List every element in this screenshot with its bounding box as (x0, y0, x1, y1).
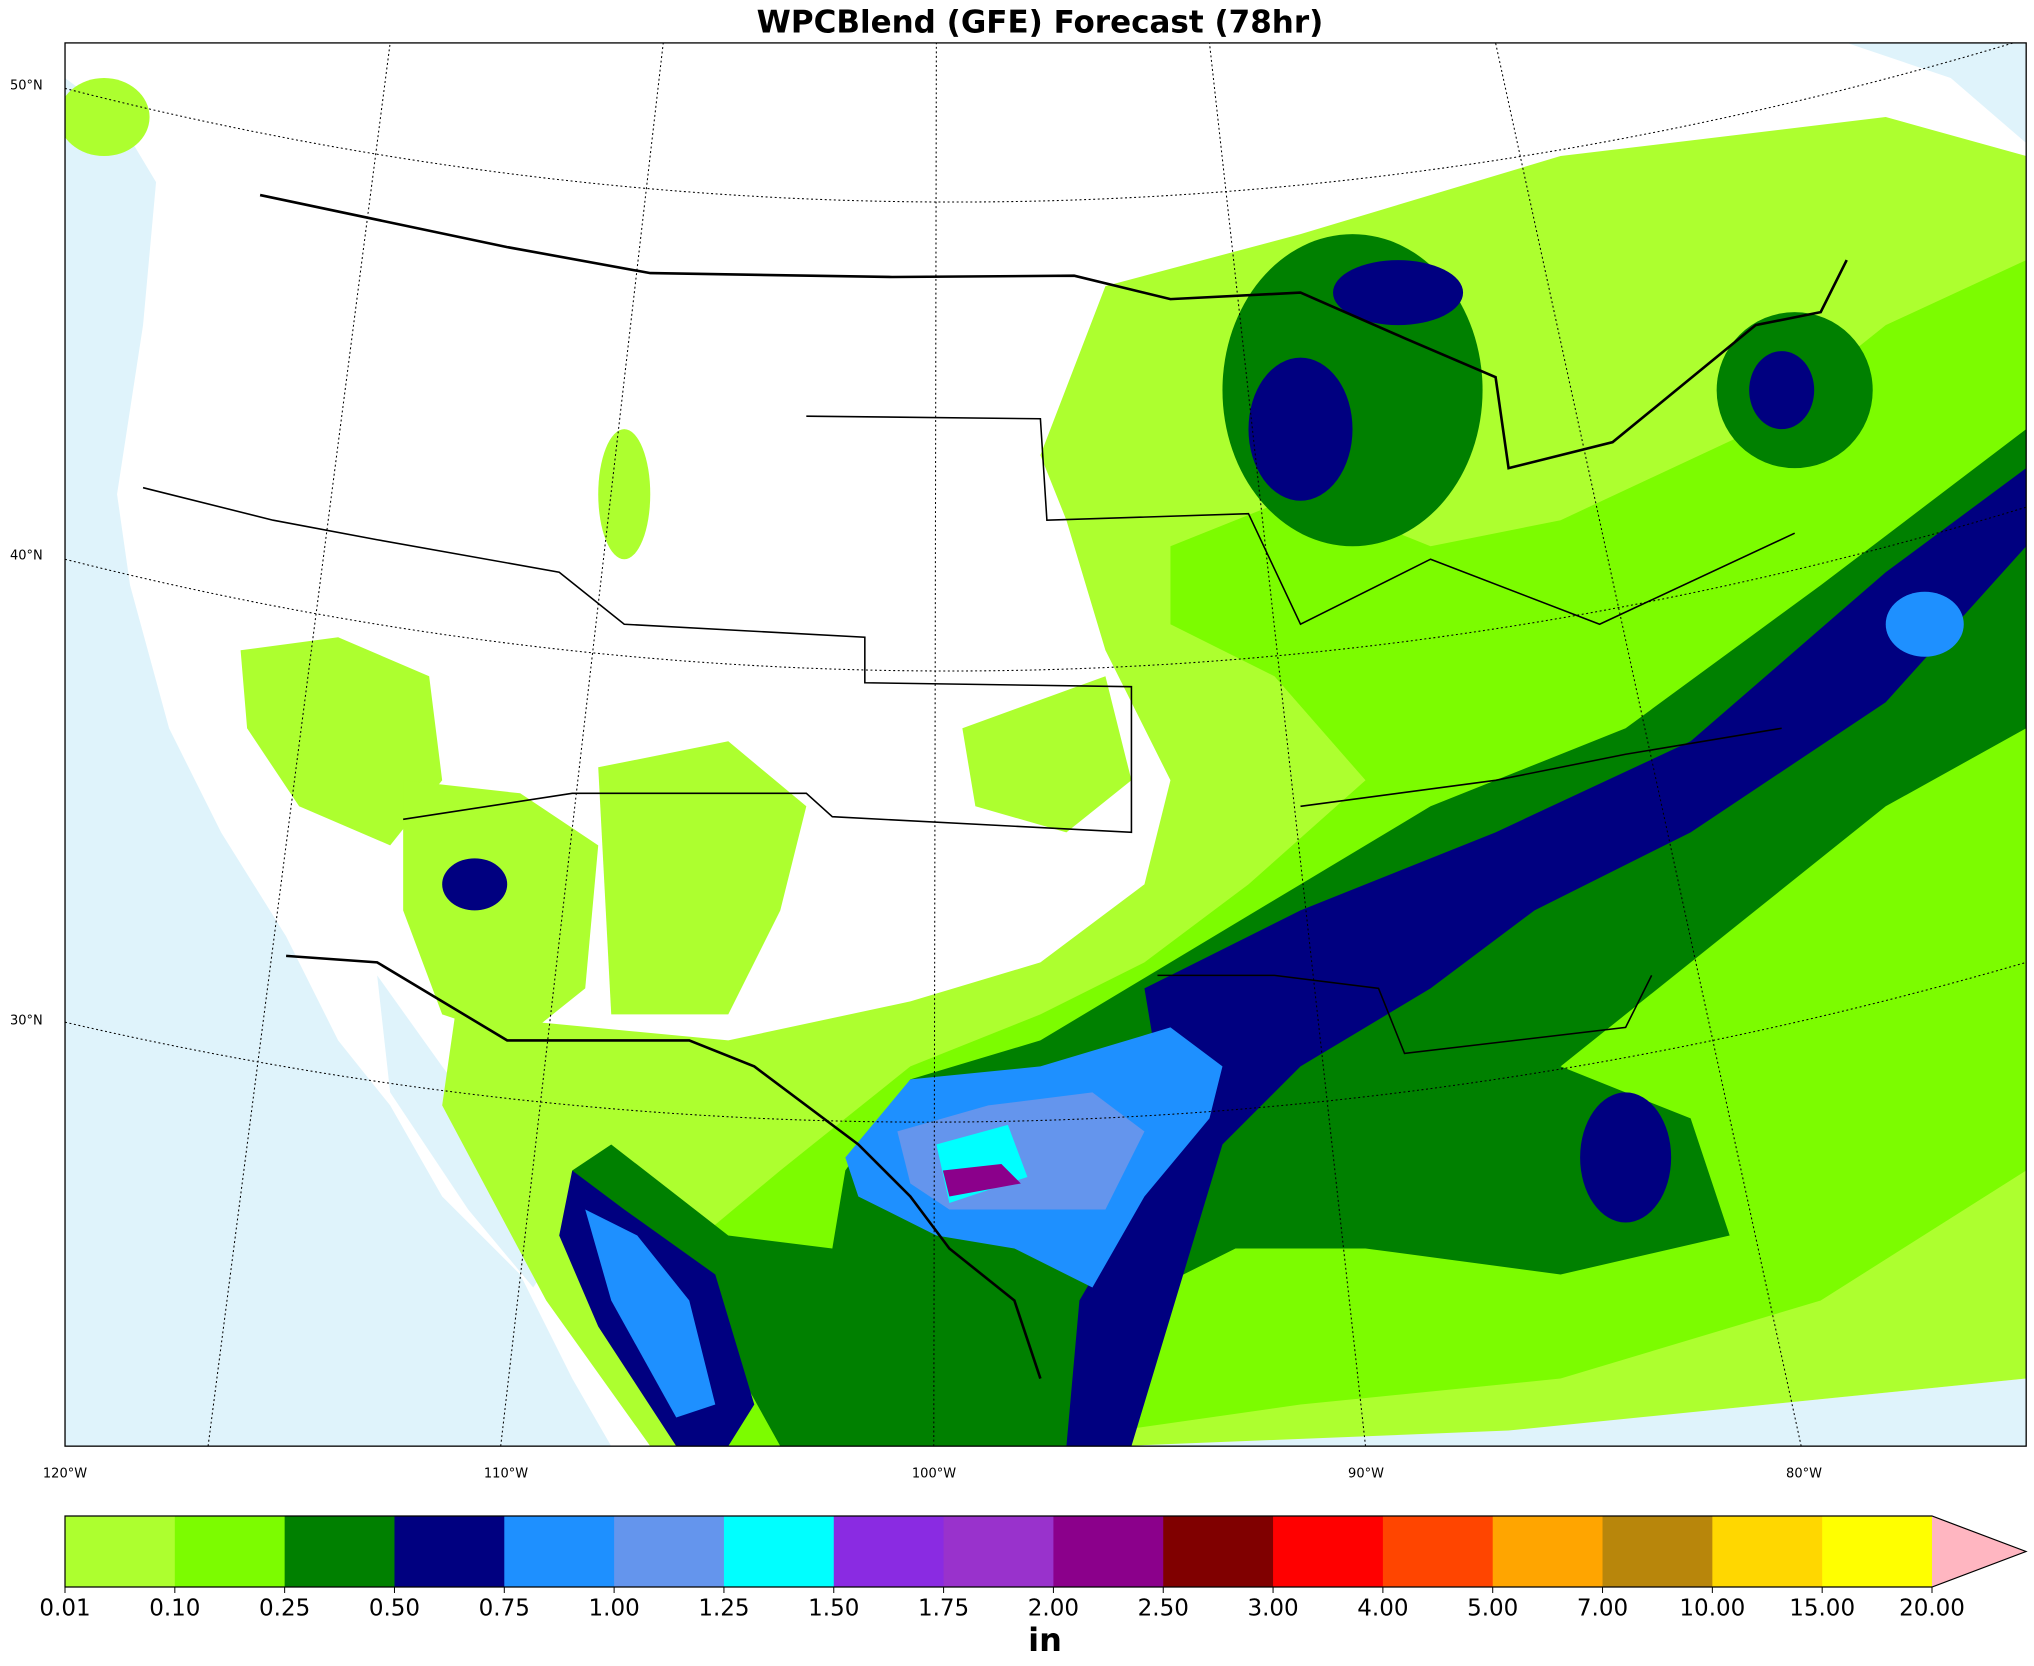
colorbar-bin (1163, 1516, 1274, 1587)
colorbar-tick-label: 1.25 (698, 1596, 749, 1622)
colorbar-tick-label: 4.00 (1357, 1596, 1408, 1622)
borders (142, 193, 1848, 1379)
colorbar-tick-label: 20.00 (1899, 1596, 1965, 1622)
lat-label: 30°N (10, 1014, 43, 1029)
lat-labels: 50°N 40°N 30°N (10, 79, 43, 1029)
lon-label: 90°W (1348, 1467, 1384, 1482)
colorbar-tick-label: 0.25 (259, 1596, 310, 1622)
colorbar-bin (1712, 1516, 1823, 1587)
colorbar-tick-label: 0.75 (479, 1596, 530, 1622)
colorbar-tick-label: 3.00 (1247, 1596, 1298, 1622)
title: WPCBlend (GFE) Forecast (78hr) (757, 5, 1324, 41)
colorbar-tick-label: 2.00 (1028, 1596, 1079, 1622)
colorbar-tick-label: 1.00 (589, 1596, 640, 1622)
colorbar-tick-label: 1.50 (808, 1596, 859, 1622)
colorbar-bin (284, 1516, 395, 1587)
graticule (65, 42, 2027, 1447)
colorbar-outline (64, 1515, 2028, 1588)
colorbar-bin (614, 1516, 725, 1587)
lon-label: 80°W (1786, 1467, 1822, 1482)
colorbar: 0.01 0.10 0.25 0.50 0.75 1.00 1.25 1.50 1.75 2.00… (39, 1515, 2028, 1622)
colorbar-tick-label: 5.00 (1467, 1596, 1518, 1622)
map-frame (64, 42, 2027, 1447)
colorbar-tick-label: 1.75 (918, 1596, 969, 1622)
colorbar-bin (1822, 1516, 1933, 1587)
colorbar-tick-label: 2.50 (1138, 1596, 1189, 1622)
colorbar-bin (1492, 1516, 1604, 1587)
colorbar-bin (1053, 1516, 1164, 1587)
lon-label: 120°W (43, 1467, 87, 1482)
colorbar-bin (65, 1516, 176, 1587)
colorbar-bin (504, 1516, 615, 1587)
lat-label: 40°N (10, 549, 43, 564)
colorbar-bin (833, 1516, 945, 1587)
colorbar-tick-label: 10.00 (1679, 1596, 1745, 1622)
lat-label: 50°N (10, 79, 43, 94)
lon-label: 100°W (912, 1467, 956, 1482)
precipitation (65, 78, 2027, 1447)
colorbar-bin (943, 1516, 1054, 1587)
colorbar-tick-label: 0.01 (39, 1596, 90, 1622)
colorbar-unit: in (1028, 1621, 1062, 1659)
colorbar-bin (723, 1516, 835, 1587)
colorbar-tick-label: 15.00 (1789, 1596, 1855, 1622)
colorbar-tick-label: 7.00 (1577, 1596, 1628, 1622)
colorbar-bin (1382, 1516, 1494, 1587)
lon-label: 110°W (484, 1467, 528, 1482)
colorbar-tick-label: 0.10 (149, 1596, 200, 1622)
colorbar-extend (1932, 1516, 2026, 1587)
colorbar-bin (1602, 1516, 1713, 1587)
colorbar-bin (174, 1516, 286, 1587)
colorbar-tick-label: 0.50 (369, 1596, 420, 1622)
colorbar-bin (394, 1516, 505, 1587)
lon-labels: 120°W 110°W 100°W 90°W 80°W (43, 1467, 1822, 1482)
map (64, 42, 2027, 1447)
colorbar-bin (1273, 1516, 1384, 1587)
